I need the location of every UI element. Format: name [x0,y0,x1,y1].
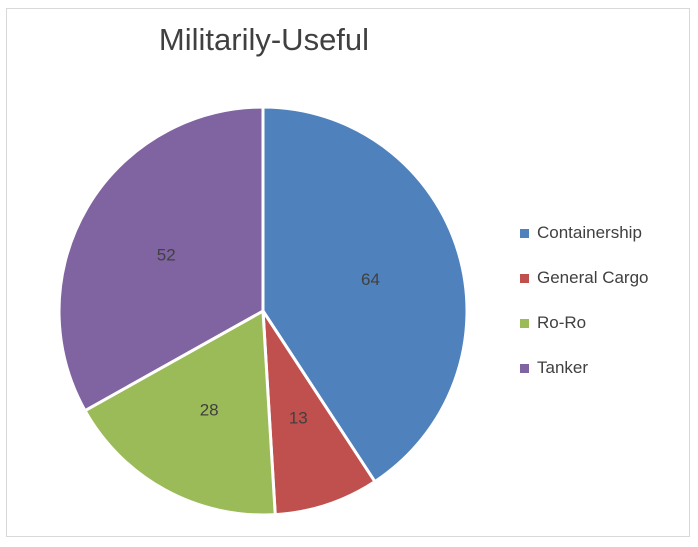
legend: Containership General Cargo Ro-Ro Tanker [520,222,690,402]
legend-swatch-containership [520,228,529,238]
legend-swatch-ro-ro [520,318,529,328]
data-label-tanker: 52 [157,245,176,264]
legend-swatch-general-cargo [520,273,529,283]
data-label-ro-ro: 28 [200,400,219,419]
pie-slice-general-cargo [261,305,377,517]
legend-item-containership: Containership [520,222,690,244]
legend-label-containership: Containership [537,223,642,242]
data-label-general-cargo: 13 [289,408,308,427]
pie-slice-tanker [57,105,265,413]
legend-item-general-cargo: General Cargo [520,267,690,289]
data-label-containership: 64 [361,270,380,289]
legend-swatch-tanker [520,363,529,373]
legend-label-general-cargo: General Cargo [537,268,649,287]
legend-item-ro-ro: Ro-Ro [520,312,690,334]
pie-slice-ro-ro [82,308,277,517]
legend-label-tanker: Tanker [537,358,589,377]
legend-item-tanker: Tanker [520,357,690,379]
chart-title: Militarily-Useful [158,22,370,57]
legend-label-ro-ro: Ro-Ro [537,313,587,332]
